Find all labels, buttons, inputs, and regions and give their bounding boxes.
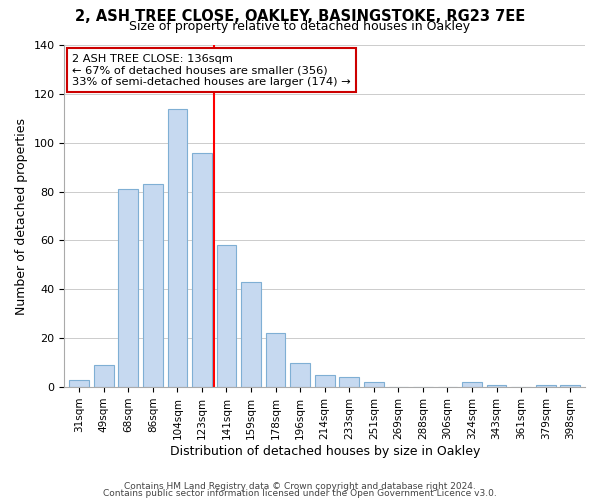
Bar [266,334,286,387]
Text: Contains public sector information licensed under the Open Government Licence v3: Contains public sector information licen… [103,489,497,498]
Text: Size of property relative to detached houses in Oakley: Size of property relative to detached ho… [130,20,470,33]
Bar [364,382,383,387]
Bar [241,282,261,387]
Y-axis label: Number of detached properties: Number of detached properties [15,118,28,314]
Bar [536,384,556,387]
Text: 2, ASH TREE CLOSE, OAKLEY, BASINGSTOKE, RG23 7EE: 2, ASH TREE CLOSE, OAKLEY, BASINGSTOKE, … [75,9,525,24]
Bar [462,382,482,387]
Bar [118,189,138,387]
Bar [143,184,163,387]
Bar [290,362,310,387]
Bar [340,378,359,387]
Bar [217,246,236,387]
Bar [192,152,212,387]
X-axis label: Distribution of detached houses by size in Oakley: Distribution of detached houses by size … [170,444,480,458]
Text: 2 ASH TREE CLOSE: 136sqm
← 67% of detached houses are smaller (356)
33% of semi-: 2 ASH TREE CLOSE: 136sqm ← 67% of detach… [72,54,351,87]
Bar [315,375,335,387]
Bar [487,384,506,387]
Bar [94,365,113,387]
Bar [560,384,580,387]
Text: Contains HM Land Registry data © Crown copyright and database right 2024.: Contains HM Land Registry data © Crown c… [124,482,476,491]
Bar [167,108,187,387]
Bar [70,380,89,387]
